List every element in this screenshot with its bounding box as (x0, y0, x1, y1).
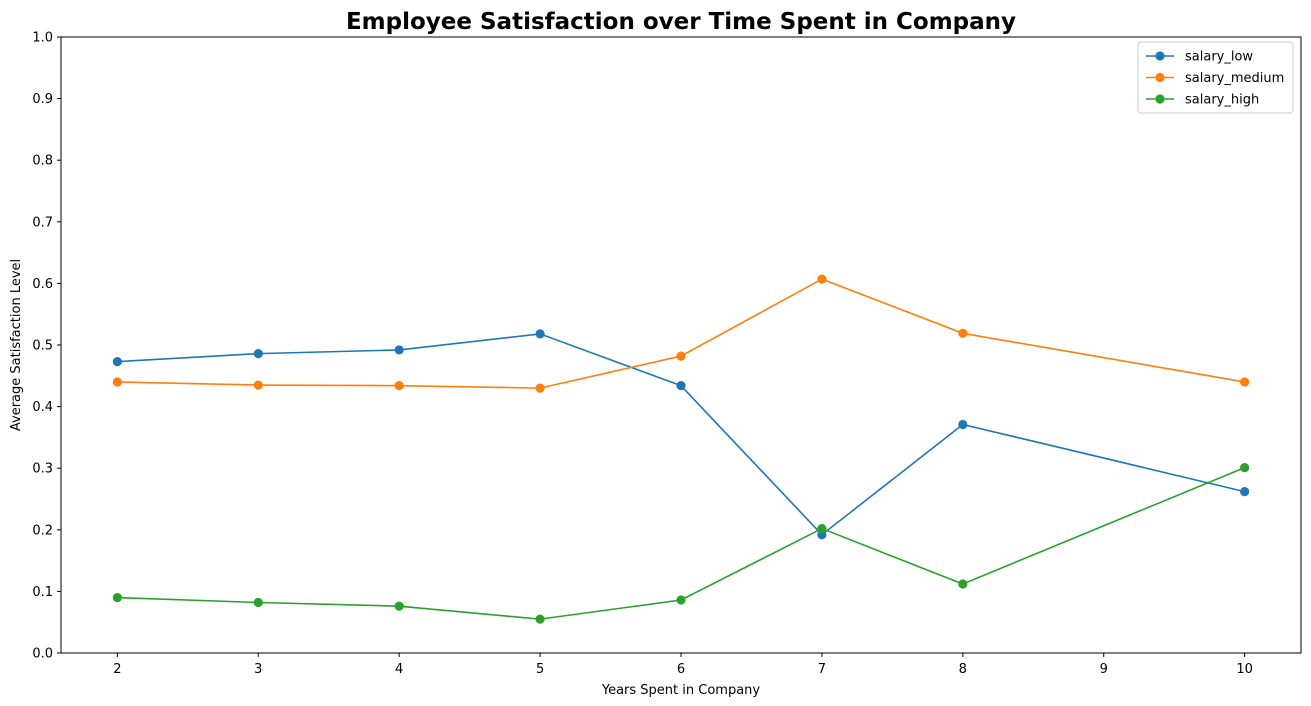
series-salary_low (112, 329, 1250, 540)
y-tick-label: 0.4 (32, 400, 53, 415)
series-salary_medium (112, 274, 1250, 393)
x-tick-label: 5 (536, 662, 544, 677)
chart-title: Employee Satisfaction over Time Spent in… (346, 9, 1016, 35)
legend-item-salary_low: salary_low (1146, 50, 1253, 65)
data-point (535, 329, 545, 339)
y-axis-label: Average Satisfaction Level (9, 259, 24, 431)
data-point (253, 597, 263, 608)
legend-label: salary_medium (1185, 71, 1284, 86)
legend-box (1137, 41, 1294, 114)
y-tick-label: 0.7 (32, 215, 53, 230)
plot-frame (60, 36, 1302, 654)
x-tick-label: 2 (113, 662, 121, 677)
x-tick-label: 3 (254, 662, 262, 677)
legend-marker (1155, 51, 1165, 61)
data-point (676, 595, 686, 605)
legend-label: salary_low (1185, 50, 1253, 65)
y-tick-label: 0.1 (32, 585, 53, 600)
x-tick-label: 9 (1100, 662, 1108, 677)
x-axis-label: Years Spent in Company (601, 683, 761, 698)
y-axis-ticks: 0.0 0.1 0.2 0.3 0.4 0.5 0.6 0.7 0.8 0.9 1.0 (32, 31, 61, 662)
series-line (117, 466, 1245, 620)
data-point (394, 381, 404, 391)
data-point (958, 419, 968, 430)
data-point (394, 345, 404, 355)
x-axis-ticks: 2 3 4 5 6 7 8 9 10 (113, 653, 1253, 677)
series-salary_high (112, 462, 1250, 624)
data-point (817, 274, 827, 284)
y-tick-label: 0.6 (32, 277, 53, 292)
x-tick-label: 8 (959, 662, 967, 677)
data-point (535, 383, 545, 393)
legend-item-salary_high: salary_high (1146, 93, 1259, 108)
x-tick-label: 4 (395, 662, 403, 677)
data-point (253, 349, 263, 359)
plot-area (60, 36, 1302, 654)
data-point (394, 601, 404, 611)
data-point (1240, 377, 1250, 387)
y-tick-label: 0.0 (32, 647, 53, 662)
series-line (117, 333, 1245, 536)
data-point (112, 377, 122, 387)
y-tick-label: 0.3 (32, 462, 53, 477)
legend-label: salary_high (1185, 93, 1259, 108)
data-point (958, 579, 968, 589)
y-tick-label: 0.5 (32, 339, 53, 354)
data-point (253, 380, 263, 390)
data-point (112, 592, 122, 603)
legend-marker (1155, 94, 1165, 104)
data-point (817, 523, 827, 534)
x-tick-label: 6 (677, 662, 685, 677)
legend-item-salary_medium: salary_medium (1146, 71, 1284, 86)
data-point (535, 614, 545, 624)
y-tick-label: 1.0 (32, 31, 53, 46)
x-tick-label: 7 (818, 662, 826, 677)
data-point (676, 381, 686, 391)
y-tick-label: 0.8 (32, 154, 53, 169)
y-tick-label: 0.9 (32, 92, 53, 107)
y-tick-label: 0.2 (32, 523, 53, 538)
data-point (958, 328, 968, 338)
series-line (117, 278, 1245, 389)
series-layer (112, 274, 1250, 624)
legend: salary_low salary_medium salary_high (1137, 41, 1294, 114)
data-point (676, 351, 686, 361)
data-point (1240, 487, 1250, 497)
x-tick-label: 10 (1236, 662, 1253, 677)
data-point (1240, 462, 1250, 473)
data-point (112, 357, 122, 367)
legend-marker (1155, 72, 1165, 83)
